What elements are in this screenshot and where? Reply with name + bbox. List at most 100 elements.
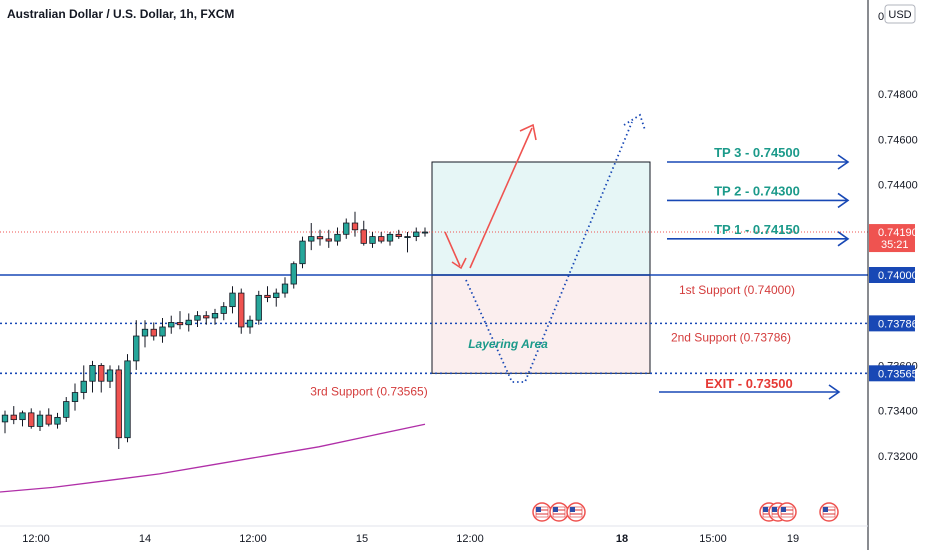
candle-body — [185, 319, 192, 326]
candle-body — [316, 236, 324, 240]
candle[interactable] — [150, 322, 157, 341]
candle[interactable] — [404, 232, 411, 253]
alternative-projection-path[interactable] — [465, 113, 646, 383]
candle[interactable] — [273, 288, 280, 307]
candle[interactable] — [299, 236, 306, 269]
time-tick-label: 14 — [139, 533, 151, 545]
candle[interactable] — [281, 277, 289, 298]
candle[interactable] — [351, 211, 359, 237]
candle-body — [378, 236, 385, 242]
candle[interactable] — [89, 360, 96, 393]
candle[interactable] — [141, 320, 149, 348]
target-zone[interactable] — [431, 161, 651, 276]
exit-target[interactable]: EXIT - 0.73500 — [659, 376, 841, 400]
candle[interactable] — [360, 220, 367, 246]
price-axis: 0.748000.746000.744000.736000.734000.732… — [869, 89, 918, 463]
candle-body — [150, 328, 157, 337]
candle[interactable] — [229, 286, 236, 314]
candle[interactable] — [386, 232, 394, 246]
tp-label: TP 2 - 0.74300 — [714, 183, 800, 198]
candle[interactable] — [246, 315, 254, 334]
currency-button[interactable]: USD — [884, 4, 916, 24]
candle-body — [360, 229, 367, 244]
us-flag-event-icon[interactable] — [566, 502, 586, 522]
candle[interactable] — [1, 410, 9, 434]
candle[interactable] — [290, 261, 297, 289]
candle-body — [80, 380, 87, 393]
candle-body — [255, 294, 262, 321]
candle[interactable] — [395, 229, 402, 239]
candle[interactable] — [194, 311, 201, 327]
layering-area-label: Layering Area — [468, 337, 548, 351]
candle[interactable] — [45, 408, 52, 427]
candle[interactable] — [80, 365, 87, 400]
candle[interactable] — [343, 218, 350, 239]
candle[interactable] — [220, 302, 227, 321]
candle-body — [89, 364, 96, 382]
level-price-badge: 0.73786 — [869, 315, 918, 332]
candle[interactable] — [106, 365, 114, 388]
candle[interactable] — [211, 308, 219, 325]
candle[interactable] — [413, 227, 420, 242]
candle[interactable] — [71, 383, 79, 411]
candle[interactable] — [133, 320, 140, 370]
candle-body — [45, 414, 52, 425]
support-2-label: 2nd Support (0.73786) — [671, 330, 791, 344]
candle[interactable] — [334, 227, 341, 246]
candle[interactable] — [115, 365, 122, 450]
candle[interactable] — [421, 227, 429, 237]
dip-arrowhead — [444, 231, 467, 270]
candle-body — [421, 231, 429, 234]
candle-body — [395, 233, 402, 237]
candle[interactable] — [19, 410, 26, 427]
candle-body — [98, 364, 105, 382]
candle-body — [124, 360, 131, 439]
arrow-head-icon — [837, 231, 850, 247]
support-levels — [0, 274, 868, 375]
candle-body — [325, 238, 332, 242]
tp-target-1[interactable]: TP 1 - 0.74150 — [667, 222, 850, 247]
candle[interactable] — [168, 315, 175, 334]
us-flag-event-icon[interactable] — [532, 502, 552, 522]
candle[interactable] — [159, 317, 166, 343]
candle-body — [10, 414, 17, 421]
candle-body — [1, 414, 9, 423]
candle-body — [115, 369, 122, 439]
candle[interactable] — [36, 410, 44, 431]
candle-body — [220, 306, 227, 314]
us-flag-event-icon[interactable] — [777, 502, 797, 522]
candle[interactable] — [28, 408, 35, 429]
us-flag-event-icon[interactable] — [819, 502, 839, 522]
level-price-label: 0.73565 — [878, 368, 918, 380]
time-tick-label: 15 — [356, 533, 368, 545]
candle[interactable] — [98, 363, 105, 393]
candle-body — [413, 231, 420, 237]
candle-body — [369, 236, 376, 244]
candle-body — [290, 263, 297, 285]
level-price-label: 0.73786 — [878, 318, 918, 330]
us-flag-event-icon[interactable] — [549, 502, 569, 522]
candle-body — [404, 236, 411, 238]
candle[interactable] — [63, 397, 70, 422]
candle[interactable] — [378, 232, 385, 244]
candle[interactable] — [176, 311, 184, 330]
support-3-label: 3rd Support (0.73565) — [310, 384, 427, 398]
candle[interactable] — [308, 223, 315, 251]
candle[interactable] — [10, 406, 17, 425]
candle[interactable] — [185, 313, 192, 332]
candle[interactable] — [124, 354, 131, 443]
level-price-badge: 0.73565 — [869, 365, 918, 382]
tp-target-2[interactable]: TP 2 - 0.74300 — [667, 183, 850, 209]
candle[interactable] — [238, 288, 245, 334]
support-1-label: 1st Support (0.74000) — [679, 283, 795, 297]
candle[interactable] — [316, 229, 324, 246]
candle[interactable] — [325, 229, 332, 248]
candle[interactable] — [369, 232, 376, 248]
tp-target-3[interactable]: TP 3 - 0.74500 — [667, 145, 850, 170]
candle[interactable] — [203, 311, 210, 325]
bullish-projection-arrow[interactable] — [469, 127, 533, 269]
candle[interactable] — [255, 290, 262, 325]
candle[interactable] — [54, 412, 61, 429]
candle[interactable] — [264, 286, 271, 303]
